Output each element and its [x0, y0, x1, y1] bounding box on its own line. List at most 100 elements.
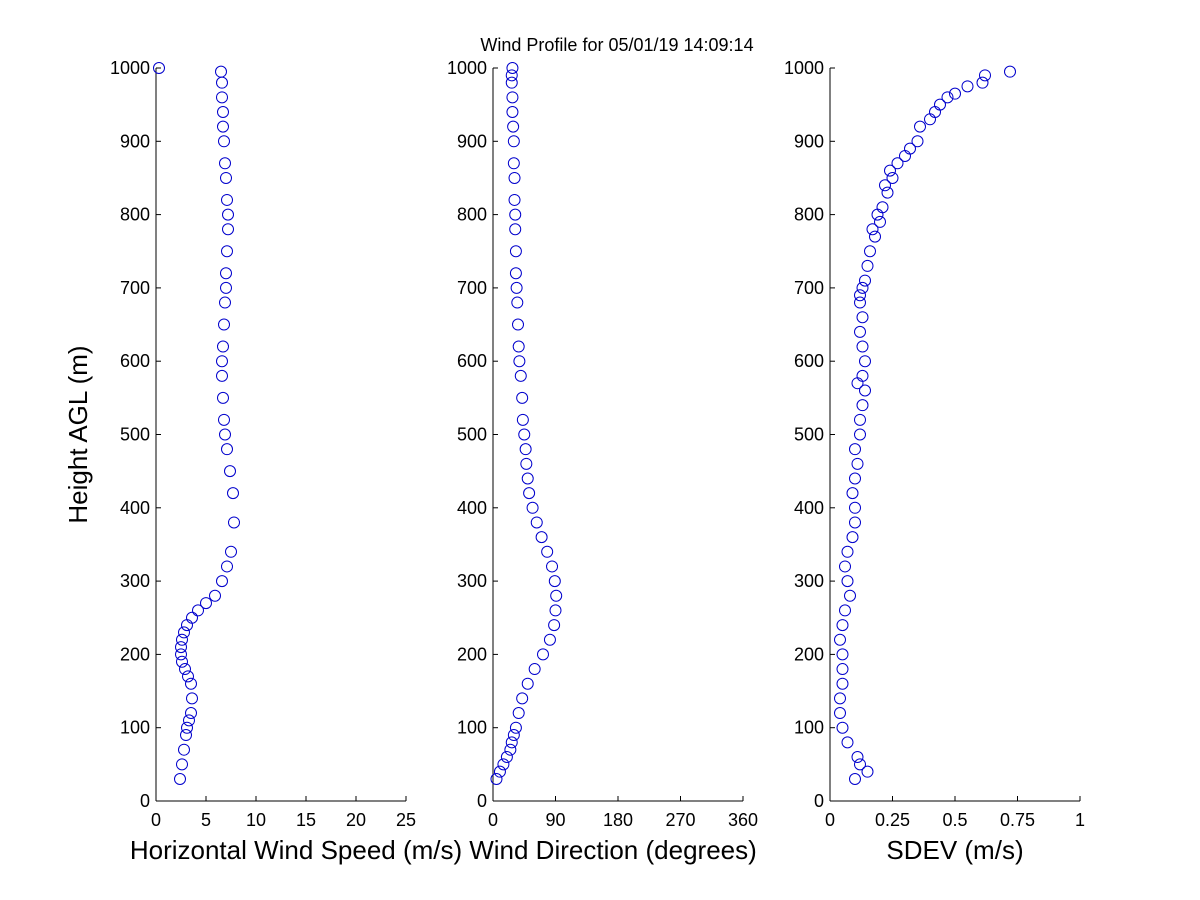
data-point	[216, 575, 228, 588]
data-point	[523, 487, 536, 500]
data-point	[849, 501, 861, 514]
data-point	[924, 113, 936, 126]
data-point	[549, 604, 562, 617]
x-tick-label: 10	[246, 810, 266, 830]
data-point	[220, 267, 232, 280]
data-point	[516, 692, 529, 705]
y-tick-label: 700	[457, 278, 487, 298]
y-tick-label: 1000	[110, 58, 150, 78]
y-tick-label: 200	[120, 644, 150, 664]
data-point	[881, 186, 894, 199]
y-axis-label: Height AGL (m)	[63, 345, 93, 523]
data-point	[836, 648, 849, 661]
data-point	[511, 296, 524, 309]
data-point	[219, 296, 231, 309]
data-point	[217, 391, 229, 404]
data-point	[514, 369, 527, 382]
data-point	[507, 157, 520, 170]
data-point	[220, 171, 232, 184]
y-tick-label: 400	[794, 498, 824, 518]
data-point	[886, 171, 899, 184]
data-point	[493, 765, 506, 778]
data-point	[537, 648, 549, 661]
data-point	[859, 384, 871, 397]
x-tick-label: 0.25	[875, 810, 910, 830]
data-point	[521, 472, 534, 485]
data-point	[839, 560, 851, 573]
data-point	[217, 340, 229, 353]
data-point	[221, 193, 233, 206]
data-point	[516, 413, 529, 426]
y-tick-label: 300	[457, 571, 487, 591]
y-tick-label: 1000	[784, 58, 824, 78]
data-point	[200, 597, 212, 610]
data-point	[178, 743, 190, 756]
data-point	[849, 773, 861, 786]
data-point	[856, 369, 869, 382]
data-point	[869, 230, 881, 243]
y-tick-label: 900	[794, 131, 824, 151]
y-tick-label: 0	[477, 791, 487, 811]
y-tick-label: 400	[457, 498, 487, 518]
data-point	[879, 179, 891, 192]
data-point	[541, 545, 554, 558]
series-points	[490, 62, 563, 786]
data-point	[934, 98, 946, 111]
data-point	[506, 105, 519, 118]
data-point	[222, 223, 234, 236]
data-point	[174, 773, 186, 786]
data-point	[851, 751, 864, 764]
y-tick-label: 0	[140, 791, 150, 811]
data-point	[509, 223, 522, 236]
x-tick-label: 180	[603, 810, 633, 830]
y-tick-label: 400	[120, 498, 150, 518]
data-point	[508, 193, 521, 206]
data-point	[904, 142, 916, 155]
data-point	[216, 76, 228, 89]
x-tick-label: 15	[296, 810, 316, 830]
data-point	[507, 120, 520, 133]
data-point	[512, 707, 525, 720]
data-point	[949, 87, 961, 100]
data-point	[929, 105, 941, 118]
y-tick-label: 600	[120, 351, 150, 371]
data-point	[221, 560, 233, 573]
data-point	[1004, 65, 1016, 78]
x-tick-label: 90	[545, 810, 565, 830]
data-point	[176, 655, 188, 668]
data-point	[836, 619, 849, 632]
data-point	[509, 721, 522, 734]
data-point	[859, 274, 871, 287]
data-point	[548, 619, 561, 632]
y-tick-label: 200	[457, 644, 487, 664]
data-point	[209, 589, 221, 602]
data-point	[179, 663, 191, 676]
data-point	[854, 428, 866, 441]
y-tick-label: 100	[457, 718, 487, 738]
data-point	[876, 201, 889, 214]
x-tick-label: 0.75	[1000, 810, 1035, 830]
data-point	[854, 289, 866, 302]
data-point	[841, 736, 854, 749]
y-tick-label: 900	[457, 131, 487, 151]
y-tick-label: 600	[457, 351, 487, 371]
data-point	[505, 76, 518, 89]
data-point	[856, 340, 869, 353]
data-point	[218, 135, 230, 148]
data-point	[521, 677, 534, 690]
data-point	[182, 670, 194, 683]
data-point	[218, 413, 230, 426]
x-tick-label: 25	[396, 810, 416, 830]
data-point	[528, 663, 541, 676]
data-point	[506, 62, 519, 74]
data-point	[505, 736, 518, 749]
y-tick-label: 500	[120, 425, 150, 445]
data-point	[505, 69, 518, 82]
data-point	[180, 729, 192, 742]
data-point	[548, 575, 561, 588]
data-point	[181, 721, 193, 734]
data-point	[519, 443, 532, 456]
x-tick-label: 0	[151, 810, 161, 830]
